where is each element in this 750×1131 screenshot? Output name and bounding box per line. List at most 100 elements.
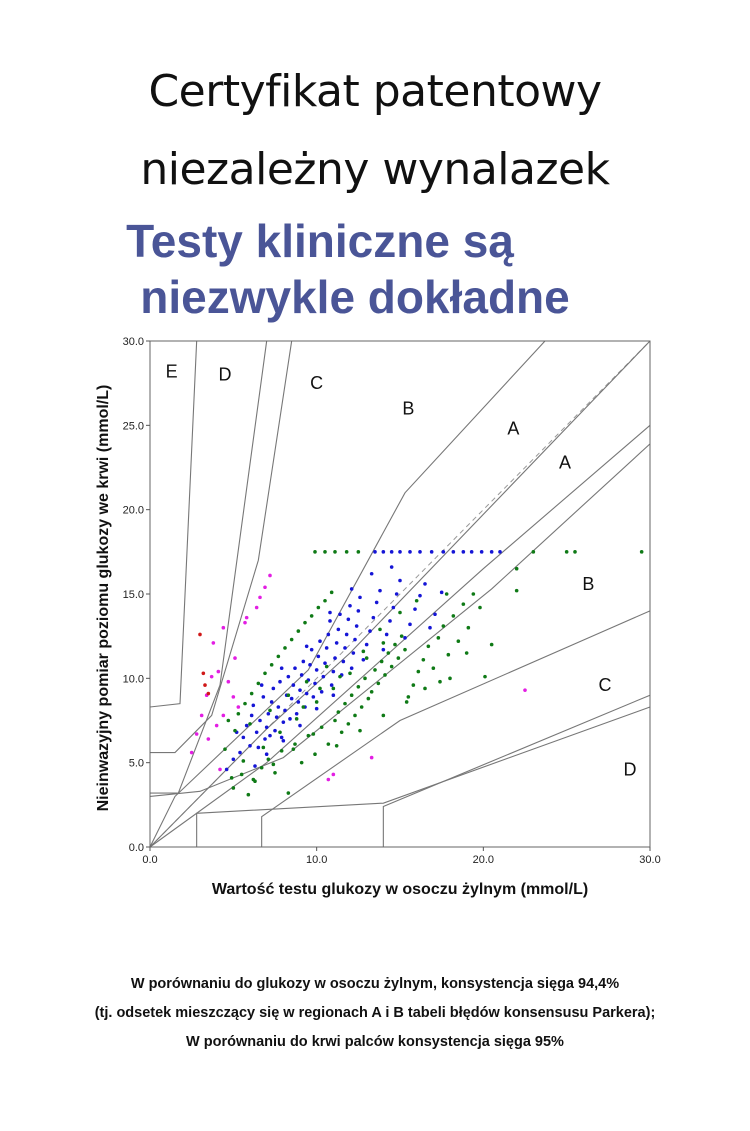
data-point-blue — [349, 587, 354, 591]
data-point-blue — [293, 666, 297, 671]
data-point-green — [378, 627, 382, 632]
data-point-green — [446, 652, 451, 657]
data-point-green — [348, 671, 352, 676]
data-point-green — [366, 696, 371, 701]
subtitle-line1: Testy kliniczne są — [126, 215, 514, 267]
data-point-green — [369, 690, 374, 694]
data-point-green — [461, 602, 466, 606]
data-point-blue — [224, 767, 229, 772]
zone-label: E — [166, 361, 178, 381]
data-point-magenta — [189, 750, 194, 755]
data-point-green — [314, 700, 319, 704]
x-tick-label: 30.0 — [639, 854, 660, 866]
data-point-green — [296, 629, 301, 633]
data-point-green — [323, 550, 327, 554]
data-point-blue — [313, 681, 317, 686]
data-point-magenta — [226, 679, 231, 684]
data-point-blue — [304, 691, 309, 696]
data-point-blue — [433, 612, 437, 617]
data-point-green — [466, 625, 471, 630]
zone-boundary-B-upper — [149, 340, 546, 848]
y-tick-label: 20.0 — [123, 505, 144, 517]
data-point-blue — [288, 717, 292, 721]
data-point-magenta — [216, 669, 221, 674]
data-point-blue — [281, 720, 286, 724]
data-point-magenta — [326, 777, 331, 782]
data-point-green — [363, 676, 367, 681]
data-point-magenta — [331, 772, 336, 777]
data-point-blue — [251, 703, 256, 708]
data-point-green — [291, 747, 296, 751]
data-point-green — [393, 642, 397, 647]
zone-label: C — [599, 675, 612, 695]
data-point-magenta — [243, 620, 247, 625]
data-point-green — [303, 620, 307, 625]
data-point-magenta — [206, 737, 211, 741]
data-point-green — [441, 624, 446, 628]
data-point-green — [416, 669, 421, 674]
data-point-blue — [268, 733, 272, 738]
data-point-green — [313, 550, 317, 554]
data-point-blue — [276, 705, 281, 709]
data-point-green — [361, 649, 366, 654]
data-point-green — [231, 786, 236, 790]
data-point-blue — [266, 711, 271, 716]
data-point-green — [386, 651, 391, 655]
data-point-magenta — [221, 625, 226, 630]
data-point-blue — [278, 679, 282, 684]
data-point-blue — [353, 637, 357, 642]
data-point-blue — [343, 646, 347, 650]
data-point-blue — [336, 627, 341, 632]
data-point-green — [259, 765, 264, 770]
data-point-magenta — [221, 713, 226, 718]
data-point-green — [256, 681, 261, 686]
data-point-green — [326, 742, 331, 746]
data-point-blue — [308, 663, 312, 667]
data-point-green — [279, 749, 284, 753]
data-point-green — [444, 592, 449, 596]
data-point-blue — [281, 738, 286, 743]
data-point-blue — [321, 674, 326, 679]
data-point-blue — [249, 713, 254, 718]
zone-boundary-E-lower — [382, 694, 651, 847]
data-point-green — [379, 659, 384, 664]
data-point-blue — [358, 595, 362, 600]
data-point-green — [273, 770, 277, 775]
data-point-blue — [441, 550, 446, 554]
data-point-blue — [331, 669, 336, 674]
data-point-green — [306, 733, 311, 738]
data-point-green — [406, 695, 411, 699]
data-point-green — [464, 651, 469, 655]
data-point-green — [286, 791, 291, 795]
data-point-blue — [254, 730, 259, 735]
data-point-green — [364, 656, 369, 660]
data-point-green — [226, 718, 231, 723]
data-point-blue — [304, 644, 309, 649]
data-point-blue — [324, 646, 329, 650]
y-tick-label: 25.0 — [123, 420, 144, 432]
data-point-green — [223, 747, 227, 751]
data-point-green — [329, 590, 334, 595]
data-point-blue — [314, 668, 319, 672]
data-point-blue — [279, 735, 284, 740]
data-point-blue — [364, 642, 369, 647]
data-point-magenta — [244, 615, 249, 620]
data-point-blue — [258, 718, 262, 723]
data-point-green — [243, 701, 247, 706]
data-point-green — [396, 656, 401, 660]
data-point-magenta — [209, 674, 214, 679]
data-point-green — [431, 666, 436, 671]
data-point-blue — [429, 550, 434, 554]
data-point-blue — [391, 605, 396, 610]
zone-label: A — [507, 419, 519, 439]
data-point-blue — [413, 607, 417, 611]
data-point-blue — [248, 744, 252, 748]
data-point-blue — [341, 659, 346, 664]
data-point-green — [269, 663, 274, 667]
data-point-blue — [238, 750, 242, 755]
data-point-green — [426, 644, 431, 649]
data-point-blue — [331, 693, 336, 697]
data-point-blue — [311, 695, 316, 699]
page-title-line2: niezależny wynalazek — [140, 144, 610, 195]
data-point-green — [423, 686, 427, 691]
